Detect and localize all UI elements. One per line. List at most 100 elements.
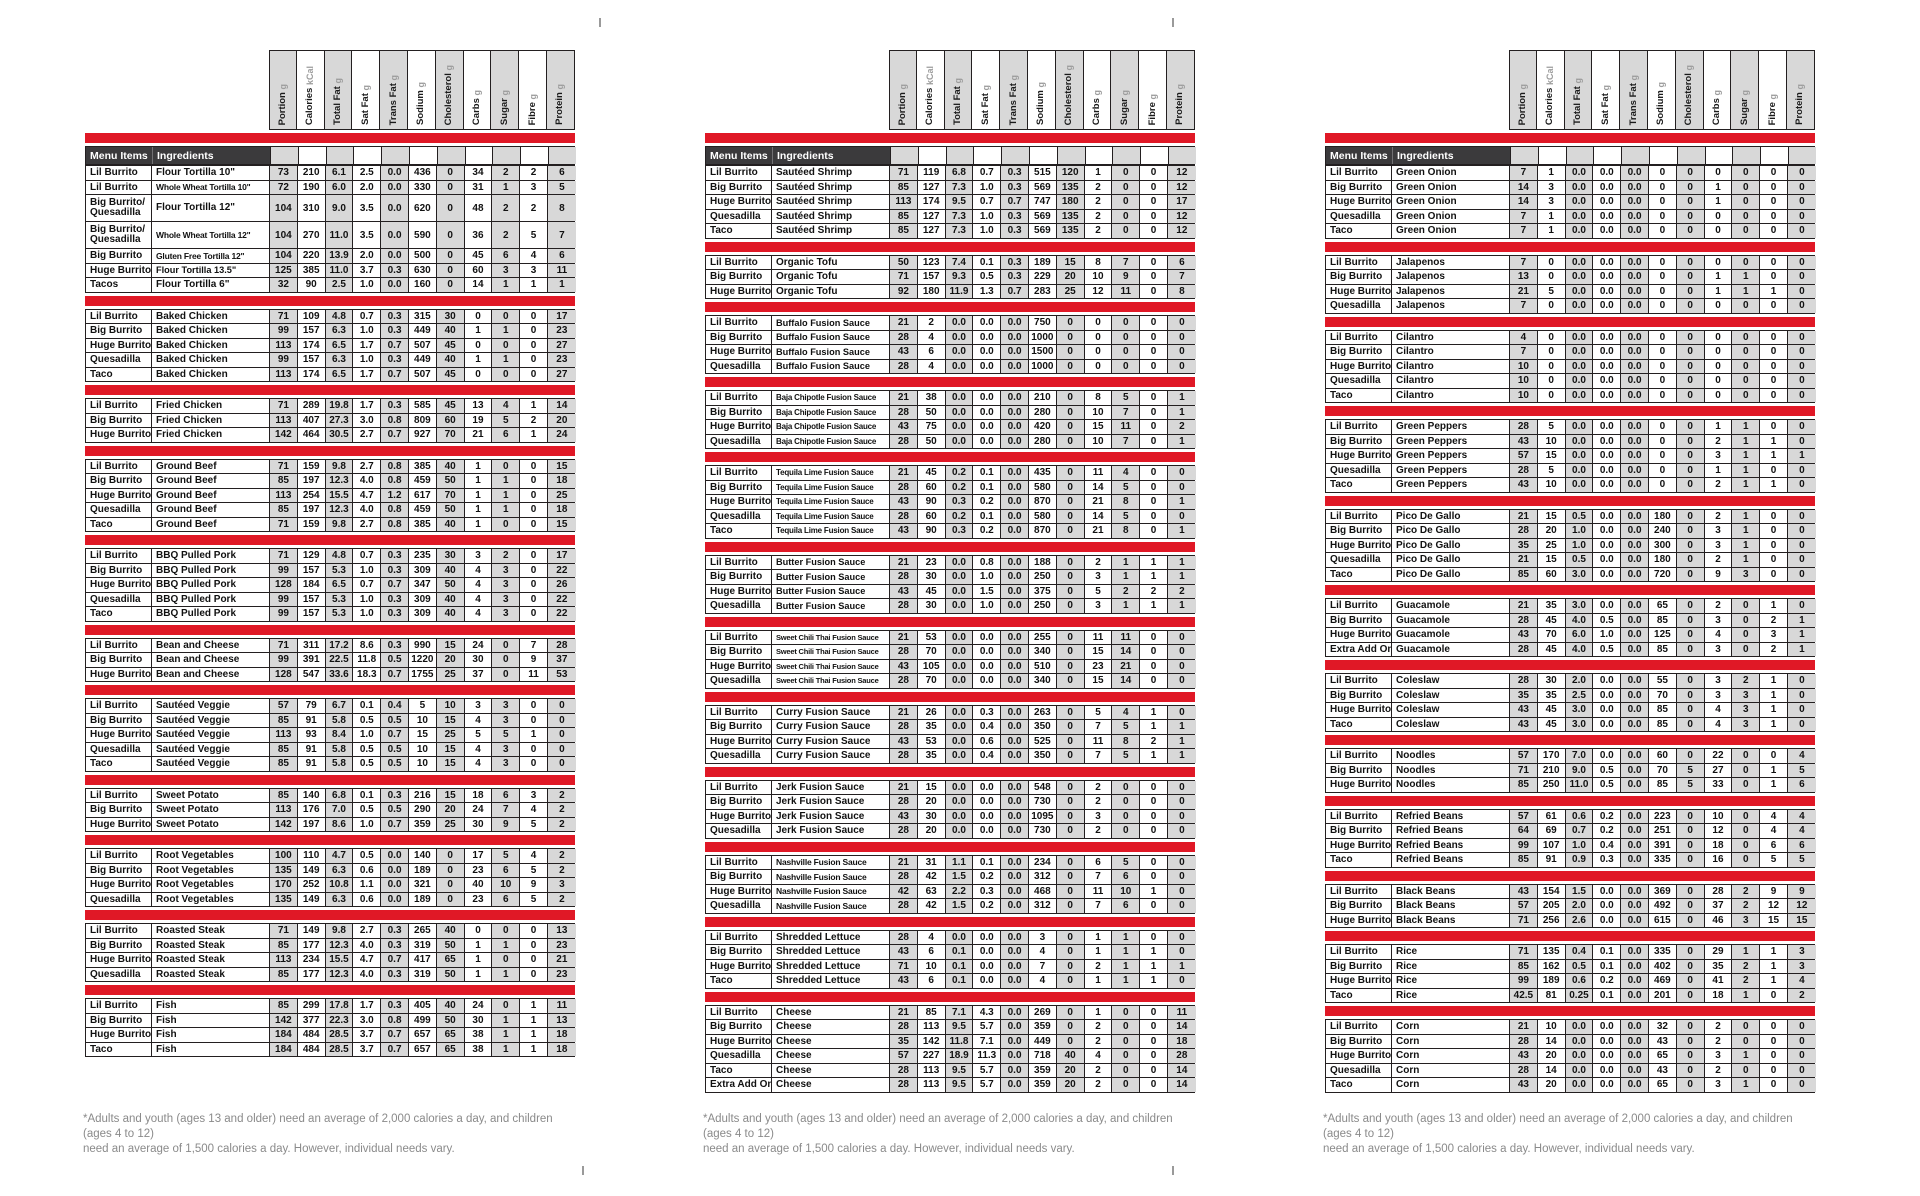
value-cell-sodium: 359 [408, 817, 437, 831]
value-cell-trans-fat: 0.0 [1621, 463, 1649, 477]
ingredient-cell: Baked Chicken [152, 309, 270, 323]
value-cell-cholesterol: 70 [436, 488, 465, 502]
value-cell-sat-fat: 0.0 [1593, 224, 1622, 238]
value-cell-protein: 12 [1787, 899, 1816, 913]
menu-row: Lil Burrito Jerk Fusion Sauce 21 15 0.0 0.0 0.… [706, 780, 1196, 794]
value-cell-sat-fat: 3.5 [353, 195, 382, 221]
value-cell-total-fat: 0.0 [1565, 388, 1594, 402]
value-cell-carbs: 15 [1084, 674, 1113, 688]
value-cell-carbs: 8 [1084, 391, 1113, 405]
column-header-fibre: Fibre g [1758, 50, 1787, 130]
value-cell-portion: 71 [1510, 913, 1538, 927]
value-cell-trans-fat: 0.0 [1001, 705, 1029, 719]
value-cell-trans-fat: 0.0 [381, 249, 409, 263]
value-cell-trans-fat: 0.0 [1001, 630, 1029, 644]
column-unit-label: g [1795, 84, 1806, 90]
section-divider [85, 685, 575, 695]
value-cell-total-fat: 0.0 [945, 434, 974, 448]
value-cell-calories: 23 [917, 555, 946, 569]
value-cell-fibre: 0 [520, 353, 548, 367]
menu-item-cell: Taco [1326, 478, 1392, 492]
value-cell-carbs: 23 [464, 863, 493, 877]
value-cell-portion: 92 [890, 284, 918, 298]
value-cell-trans-fat: 0.3 [381, 967, 409, 981]
ingredient-cell: Jerk Fusion Sauce [772, 824, 890, 838]
value-cell-sugar: 0 [1112, 359, 1141, 373]
ingredient-cell: Jalapenos [1392, 270, 1510, 284]
value-cell-sodium: 5 [408, 699, 437, 713]
value-cell-calories: 42 [917, 870, 946, 884]
value-cell-protein: 1 [1167, 959, 1196, 973]
ingredient-cell: Shredded Lettuce [772, 959, 890, 973]
value-cell-cholesterol: 0 [1676, 538, 1705, 552]
value-cell-fibre: 1 [1140, 705, 1168, 719]
ingredient-cell: BBQ Pulled Pork [152, 563, 270, 577]
column-unit-label: g [471, 89, 482, 96]
section-divider [1325, 133, 1815, 143]
menu-row: Big Burrito Green Onion 14 3 0.0 0.0 0.0 0 0 1 0 0 0 [1326, 179, 1816, 194]
value-cell-calories: 31 [917, 855, 946, 869]
value-cell-protein: 1 [1167, 720, 1196, 734]
value-cell-protein: 0 [1167, 780, 1196, 794]
value-cell-protein: 4 [1787, 809, 1816, 823]
menu-item-cell: Huge Burrito [1326, 778, 1392, 792]
value-cell-sugar: 1 [1732, 945, 1761, 959]
value-cell-trans-fat: 0.0 [1621, 284, 1649, 298]
value-cell-cholesterol: 0 [1676, 255, 1705, 269]
value-cell-trans-fat: 1.2 [381, 488, 409, 502]
value-cell-carbs: 11 [1084, 466, 1113, 480]
menu-section: Lil Burrito Bean and Cheese 71 311 17.2 8.6 0.… [85, 637, 576, 682]
menu-row: Lil Burrito Green Onion 7 1 0.0 0.0 0.0 0 0 0 0 0 0 [1326, 166, 1816, 180]
value-cell-trans-fat: 0.0 [1001, 466, 1029, 480]
value-cell-protein: 27 [547, 367, 576, 381]
value-cell-trans-fat: 0.0 [1621, 613, 1649, 627]
value-cell-sugar: 1 [1732, 284, 1761, 298]
value-cell-fibre: 11 [520, 667, 548, 681]
value-cell-trans-fat: 0.0 [1621, 717, 1649, 731]
value-cell-total-fat: 10.8 [325, 878, 354, 892]
column-header-label: Cholesterol g [1063, 64, 1075, 125]
ingredient-cell: Tequila Lime Fusion Sauce [772, 509, 890, 523]
value-cell-trans-fat: 0.3 [381, 938, 409, 952]
header-cell-sugar [492, 147, 521, 164]
ingredient-cell: Corn [1392, 1034, 1510, 1048]
menu-section: Lil Burrito Refried Beans 57 61 0.6 0.2 0.0 223… [1325, 808, 1816, 868]
value-cell-total-fat: 0.5 [1565, 509, 1594, 523]
column-unit-label: g [1600, 85, 1611, 91]
menu-item-cell: Big Burrito [86, 413, 152, 427]
value-cell-portion: 142 [270, 428, 298, 442]
value-cell-sat-fat: 0.0 [1593, 599, 1622, 613]
value-cell-total-fat: 7.3 [945, 224, 974, 238]
menu-item-cell: Big Burrito [1326, 824, 1392, 838]
value-cell-fibre: 0 [1760, 255, 1788, 269]
value-cell-fibre: 3 [520, 180, 548, 194]
value-cell-portion: 71 [270, 399, 298, 413]
value-cell-trans-fat: 0.0 [1001, 1078, 1029, 1092]
menu-item-cell: Huge Burrito [706, 284, 772, 298]
value-cell-total-fat: 0.1 [945, 974, 974, 988]
value-cell-fibre: 0 [520, 938, 548, 952]
value-cell-calories: 250 [1537, 778, 1566, 792]
value-cell-trans-fat: 0.0 [1001, 930, 1029, 944]
value-cell-sugar: 7 [1112, 434, 1141, 448]
value-cell-fibre: 0 [1760, 1063, 1788, 1077]
value-cell-calories: 177 [297, 938, 326, 952]
value-cell-calories: 176 [297, 803, 326, 817]
section-divider [1325, 660, 1815, 670]
menu-row: Huge Burrito Guacamole 43 70 6.0 1.0 0.0 125 0 4 0… [1326, 627, 1816, 642]
value-cell-sugar: 2 [492, 195, 521, 221]
value-cell-sodium: 7 [1028, 959, 1057, 973]
column-header-label: Total Fat g [331, 77, 343, 125]
value-cell-portion: 28 [890, 330, 918, 344]
value-cell-calories: 30 [917, 570, 946, 584]
value-cell-sugar: 1 [1732, 478, 1761, 492]
value-cell-sodium: 809 [408, 413, 437, 427]
value-cell-sodium: 309 [408, 607, 437, 621]
value-cell-total-fat: 5.8 [325, 713, 354, 727]
ingredient-cell: Rice [1392, 959, 1510, 973]
value-cell-fibre: 3 [520, 263, 548, 277]
menu-item-cell: Quesadilla [86, 503, 152, 517]
value-cell-portion: 28 [890, 795, 918, 809]
value-cell-sodium: 1500 [1028, 345, 1057, 359]
value-cell-portion: 43 [1510, 628, 1538, 642]
